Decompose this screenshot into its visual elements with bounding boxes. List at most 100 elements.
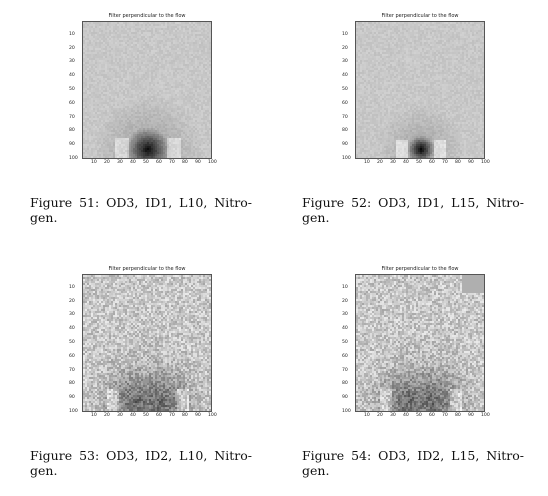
y-tick-label: 40 xyxy=(69,73,75,79)
caption-word: OD3, xyxy=(378,195,411,210)
x-tick-label: 10 xyxy=(364,160,370,165)
y-tick-label: 90 xyxy=(342,395,348,401)
caption-word: 52: xyxy=(351,195,372,210)
x-tick-label: 90 xyxy=(468,160,474,165)
y-tick-label: 30 xyxy=(69,312,75,318)
y-tick-label: 20 xyxy=(342,45,348,51)
y-tick-label: 70 xyxy=(69,367,75,373)
x-tick-label: 30 xyxy=(117,160,123,165)
y-tick-label: 80 xyxy=(342,128,348,134)
caption-word: Nitro- xyxy=(214,448,252,463)
plot-title: Filter perpendicular to the flow xyxy=(381,13,459,19)
y-tick-label: 40 xyxy=(342,326,348,332)
x-tick-label: 20 xyxy=(377,413,383,418)
x-tick-label: 40 xyxy=(130,160,136,165)
caption-word: L10, xyxy=(179,195,208,210)
caption-word: ID1, xyxy=(145,195,173,210)
x-tick-label: 90 xyxy=(468,413,474,418)
y-tick-label: 70 xyxy=(342,367,348,373)
figure-caption: Figure 53: OD3, ID2, L10, Nitro- gen. xyxy=(30,448,252,478)
y-tick-label: 100 xyxy=(69,409,78,414)
x-tick-label: 80 xyxy=(182,160,188,165)
plot-title: Filter perpendicular to the flow xyxy=(108,13,186,19)
y-tick-label: 60 xyxy=(342,353,348,359)
caption-line-1: Figure 51: OD3, ID1, L10, Nitro- xyxy=(30,195,252,210)
x-tick-label: 50 xyxy=(416,413,422,418)
x-tick-label: 70 xyxy=(442,413,448,418)
x-tick-label: 100 xyxy=(481,160,490,165)
caption-word: 51: xyxy=(79,195,100,210)
caption-word: ID2, xyxy=(145,448,173,463)
heatmap-svg xyxy=(83,22,211,158)
y-tick-label: 80 xyxy=(69,128,75,134)
heatmap-image xyxy=(355,274,485,412)
y-tick-label: 60 xyxy=(342,100,348,106)
caption-word: OD3, xyxy=(378,448,411,463)
caption-word: Nitro- xyxy=(214,195,252,210)
x-tick-label: 40 xyxy=(403,160,409,165)
caption-line-2: gen. xyxy=(30,463,58,478)
caption-line-1: Figure 52: OD3, ID1, L15, Nitro- xyxy=(302,195,524,210)
x-tick-label: 20 xyxy=(104,160,110,165)
caption-word: Figure xyxy=(302,195,345,210)
y-tick-label: 90 xyxy=(69,142,75,148)
x-tick-label: 10 xyxy=(91,413,97,418)
caption-line-2: gen. xyxy=(302,463,330,478)
caption-word: Figure xyxy=(30,195,73,210)
y-tick-label: 10 xyxy=(342,284,348,290)
y-tick-label: 10 xyxy=(69,31,75,37)
x-tick-label: 60 xyxy=(429,413,435,418)
caption-word: 54: xyxy=(351,448,372,463)
y-tick-label: 50 xyxy=(342,340,348,345)
x-tick-label: 80 xyxy=(182,413,188,418)
y-tick-label: 40 xyxy=(69,326,75,332)
caption-word: L15, xyxy=(451,448,480,463)
caption-line-1: Figure 53: OD3, ID2, L10, Nitro- xyxy=(30,448,252,463)
y-tick-label: 100 xyxy=(342,409,351,414)
x-tick-label: 70 xyxy=(169,160,175,165)
caption-word: OD3, xyxy=(106,195,139,210)
x-tick-label: 30 xyxy=(390,160,396,165)
x-tick-label: 90 xyxy=(195,413,201,418)
figure-caption: Figure 52: OD3, ID1, L15, Nitro- gen. xyxy=(302,195,524,225)
caption-word: ID1, xyxy=(417,195,445,210)
y-tick-label: 20 xyxy=(69,298,75,304)
x-tick-label: 60 xyxy=(429,160,435,165)
x-tick-label: 10 xyxy=(364,413,370,418)
y-tick-label: 30 xyxy=(342,59,348,65)
x-tick-label: 70 xyxy=(442,160,448,165)
y-tick-label: 30 xyxy=(342,312,348,318)
y-tick-label: 80 xyxy=(69,381,75,387)
caption-word: ID2, xyxy=(417,448,445,463)
y-tick-label: 50 xyxy=(69,340,75,345)
caption-word: L15, xyxy=(451,195,480,210)
x-tick-label: 100 xyxy=(481,413,490,418)
plot-title: Filter perpendicular to the flow xyxy=(381,266,459,272)
y-tick-label: 10 xyxy=(69,284,75,290)
heatmap-svg xyxy=(356,22,484,158)
y-tick-label: 100 xyxy=(342,156,351,161)
x-tick-label: 50 xyxy=(143,160,149,165)
x-tick-label: 60 xyxy=(156,413,162,418)
heatmap-image xyxy=(82,274,212,412)
y-tick-label: 80 xyxy=(342,381,348,387)
y-tick-label: 20 xyxy=(69,45,75,51)
heatmap-svg xyxy=(356,275,484,411)
x-tick-label: 30 xyxy=(117,413,123,418)
caption-word: OD3, xyxy=(106,448,139,463)
caption-word: L10, xyxy=(179,448,208,463)
y-tick-label: 50 xyxy=(342,87,348,92)
x-tick-label: 50 xyxy=(416,160,422,165)
heatmap-image xyxy=(355,21,485,159)
y-tick-label: 90 xyxy=(69,395,75,401)
y-tick-label: 70 xyxy=(342,114,348,120)
y-tick-label: 20 xyxy=(342,298,348,304)
x-tick-label: 40 xyxy=(130,413,136,418)
caption-word: Nitro- xyxy=(486,448,524,463)
heatmap-svg xyxy=(83,275,211,411)
heatmap-image xyxy=(82,21,212,159)
x-tick-label: 80 xyxy=(455,413,461,418)
plot-title: Filter perpendicular to the flow xyxy=(108,266,186,272)
caption-line-1: Figure 54: OD3, ID2, L15, Nitro- xyxy=(302,448,524,463)
x-tick-label: 60 xyxy=(156,160,162,165)
